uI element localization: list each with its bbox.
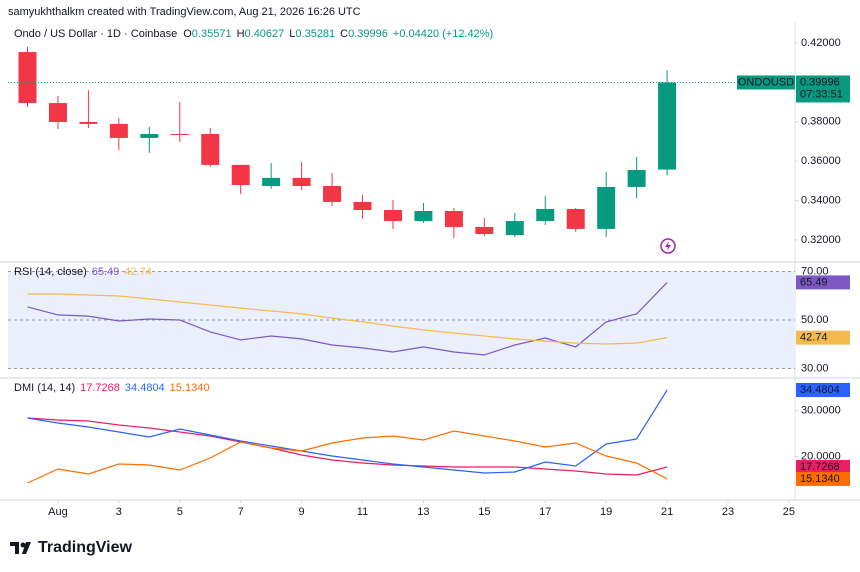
legend-value: 34.4804 bbox=[125, 382, 165, 394]
candle-body bbox=[109, 123, 128, 138]
ohlc-value: 0.40627 bbox=[245, 28, 285, 40]
value-tag bbox=[796, 330, 850, 345]
y-tick-label: 0.36000 bbox=[801, 155, 841, 167]
legend-value: 15.1340 bbox=[170, 382, 210, 394]
x-tick-label: 17 bbox=[539, 506, 551, 518]
legend-value: 17.7268 bbox=[80, 382, 120, 394]
change-value: +0.04420 (+12.42%) bbox=[393, 28, 493, 40]
ohlc-label: C bbox=[340, 28, 348, 40]
y-tick-label: 0.42000 bbox=[801, 37, 841, 49]
candle-body bbox=[414, 210, 433, 222]
candle-body bbox=[353, 201, 372, 211]
price-tag bbox=[796, 75, 850, 103]
ohlc-label: H bbox=[237, 28, 245, 40]
candle-body bbox=[505, 221, 524, 236]
candle-body bbox=[140, 133, 159, 138]
y-tick-label: 0.34000 bbox=[801, 194, 841, 206]
y-tick-label: 20.0000 bbox=[801, 450, 841, 462]
attribution: samyukhthalkm created with TradingView.c… bbox=[8, 6, 361, 18]
candle-body bbox=[444, 210, 463, 227]
symbol-tag bbox=[737, 75, 795, 90]
ohlc-value: 0.35281 bbox=[295, 28, 335, 40]
y-tick-label: 50.00 bbox=[801, 314, 829, 326]
x-tick-label: 9 bbox=[299, 506, 305, 518]
alert-icon[interactable] bbox=[660, 238, 676, 254]
x-tick-label: Aug bbox=[48, 506, 68, 518]
x-tick-label: 19 bbox=[600, 506, 612, 518]
ohlc-value: 0.35571 bbox=[192, 28, 232, 40]
candle-body bbox=[658, 82, 677, 170]
legend: Ondo / US Dollar · 1D · Coinbase O0.35571… bbox=[14, 28, 493, 40]
y-tick-label: 0.32000 bbox=[801, 234, 841, 246]
legend-title: Ondo / US Dollar · 1D · Coinbase bbox=[14, 28, 177, 40]
candle-body bbox=[231, 164, 250, 185]
candle-body bbox=[48, 103, 67, 122]
value-tag-label: 17.7268 bbox=[800, 461, 840, 473]
x-tick-label: 3 bbox=[116, 506, 122, 518]
candle-body bbox=[323, 185, 342, 202]
candle-body bbox=[597, 186, 616, 229]
ohlc-label: O bbox=[183, 28, 192, 40]
candle-body bbox=[170, 133, 189, 135]
value-tag bbox=[796, 382, 850, 397]
indicator-line bbox=[27, 389, 668, 474]
legend-title: RSI (14, close) bbox=[14, 266, 87, 278]
y-tick-label: 0.38000 bbox=[801, 116, 841, 128]
legend-value: 65.49 bbox=[92, 266, 120, 278]
value-tag-label: 34.4804 bbox=[800, 384, 840, 396]
y-tick-label: 30.0000 bbox=[801, 404, 841, 416]
candle-body bbox=[475, 226, 494, 235]
x-tick-label: 11 bbox=[357, 506, 368, 518]
x-tick-label: 13 bbox=[417, 506, 429, 518]
legend-title: DMI (14, 14) bbox=[14, 382, 75, 394]
candle-body bbox=[566, 209, 585, 229]
legend: RSI (14, close) 65.49 42.74 bbox=[14, 266, 152, 278]
ohlc-value: 0.39996 bbox=[348, 28, 388, 40]
x-tick-label: 5 bbox=[177, 506, 183, 518]
value-tag-label: 65.49 bbox=[800, 276, 828, 288]
x-tick-label: 15 bbox=[478, 506, 490, 518]
x-tick-label: 21 bbox=[661, 506, 673, 518]
value-tag-label: 42.74 bbox=[800, 332, 828, 344]
indicator-line bbox=[27, 430, 668, 484]
indicator-line bbox=[27, 417, 668, 476]
y-tick-label: 70.00 bbox=[801, 265, 829, 277]
x-tick-label: 7 bbox=[238, 506, 244, 518]
logo-text: TradingView bbox=[38, 539, 133, 556]
y-tick-label: 30.00 bbox=[801, 362, 829, 374]
x-tick-label: 25 bbox=[783, 506, 795, 518]
value-tag-label: 15.1340 bbox=[800, 473, 840, 485]
logo-icon bbox=[10, 542, 31, 554]
countdown-label: 07:33:51 bbox=[800, 88, 843, 100]
candle-body bbox=[383, 210, 402, 222]
candle-body bbox=[79, 121, 98, 124]
candle-body bbox=[18, 52, 37, 104]
x-tick-label: 23 bbox=[722, 506, 734, 518]
value-tag bbox=[796, 459, 850, 474]
indicator-line bbox=[27, 293, 668, 345]
candle-body bbox=[201, 133, 220, 165]
candle-body bbox=[536, 209, 555, 222]
value-tag bbox=[796, 275, 850, 290]
legend-value: 42.74 bbox=[124, 266, 152, 278]
candle-body bbox=[262, 177, 281, 186]
value-tag bbox=[796, 471, 850, 486]
candle-body bbox=[627, 170, 646, 187]
legend: DMI (14, 14) 17.7268 34.4804 15.1340 bbox=[14, 382, 209, 394]
price-tag-label: 0.39996 bbox=[800, 76, 840, 88]
ohlc-label: L bbox=[289, 28, 295, 40]
symbol-tag-label: ONDOUSD bbox=[738, 76, 794, 88]
candle-body bbox=[292, 177, 311, 186]
